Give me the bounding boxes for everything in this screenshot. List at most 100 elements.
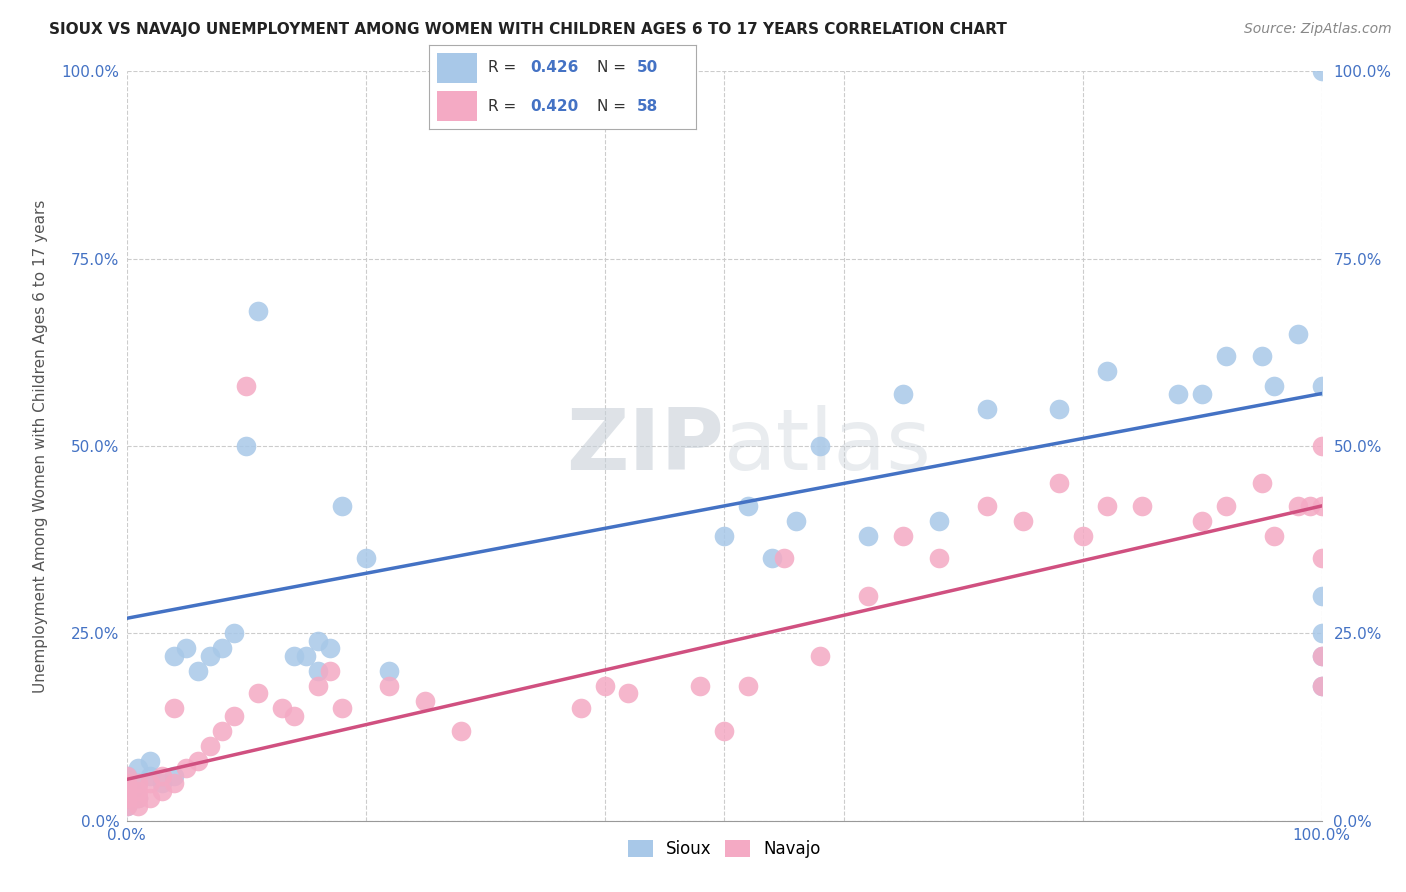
Point (115, 776, 138, 790)
Point (1215, 499, 1237, 513)
Text: 0.420: 0.420 (530, 98, 579, 113)
Point (150, 783, 174, 797)
Text: 0.426: 0.426 (530, 61, 579, 76)
Point (1310, 679, 1333, 693)
Text: R =: R = (488, 61, 520, 76)
Point (115, 769, 138, 783)
Point (1310, 648, 1333, 663)
Text: SIOUX VS NAVAJO UNEMPLOYMENT AMONG WOMEN WITH CHILDREN AGES 6 TO 17 YEARS CORREL: SIOUX VS NAVAJO UNEMPLOYMENT AMONG WOMEN… (49, 22, 1007, 37)
Point (115, 798, 138, 813)
Point (785, 514, 807, 528)
Point (1310, 379, 1333, 393)
Point (856, 529, 879, 543)
Point (222, 708, 246, 723)
Point (150, 769, 174, 783)
Text: ZIP: ZIP (567, 404, 724, 488)
Point (318, 641, 342, 656)
Text: 50: 50 (637, 61, 658, 76)
Point (139, 791, 162, 805)
Point (174, 641, 197, 656)
Point (891, 529, 914, 543)
Point (115, 798, 138, 813)
Y-axis label: Unemployment Among Women with Children Ages 6 to 17 years: Unemployment Among Women with Children A… (32, 199, 48, 693)
Point (413, 694, 436, 708)
Point (163, 648, 186, 663)
Point (808, 648, 831, 663)
Point (1095, 499, 1118, 513)
Point (1310, 499, 1333, 513)
Point (1310, 589, 1333, 603)
Point (1310, 551, 1333, 566)
Point (150, 776, 174, 790)
Point (283, 708, 305, 723)
Legend: Sioux, Navajo: Sioux, Navajo (621, 833, 827, 864)
Point (773, 551, 796, 566)
Point (127, 791, 149, 805)
Point (235, 439, 257, 453)
Point (318, 664, 342, 678)
Point (1286, 326, 1309, 341)
Point (1310, 439, 1333, 453)
Point (127, 798, 149, 813)
Point (1047, 401, 1070, 416)
Point (1250, 476, 1272, 491)
Text: Source: ZipAtlas.com: Source: ZipAtlas.com (1244, 22, 1392, 37)
Point (689, 679, 711, 693)
Point (307, 633, 329, 648)
Point (187, 754, 209, 768)
Point (115, 769, 138, 783)
Point (174, 761, 197, 775)
Point (1310, 626, 1333, 640)
Point (127, 776, 149, 790)
Point (1263, 529, 1285, 543)
Point (450, 723, 472, 738)
Point (235, 379, 257, 393)
Point (354, 551, 377, 566)
Point (856, 589, 879, 603)
Point (1298, 499, 1320, 513)
FancyBboxPatch shape (437, 54, 477, 83)
Point (211, 641, 233, 656)
Point (211, 723, 233, 738)
Text: N =: N = (598, 61, 631, 76)
Point (713, 723, 735, 738)
Point (1250, 349, 1272, 363)
Point (891, 386, 914, 401)
Point (1071, 529, 1094, 543)
Point (127, 761, 149, 775)
Text: 58: 58 (637, 98, 658, 113)
Point (115, 783, 138, 797)
Point (163, 701, 186, 715)
Point (976, 499, 998, 513)
Point (307, 679, 329, 693)
Point (1310, 679, 1333, 693)
Text: R =: R = (488, 98, 520, 113)
Point (1047, 476, 1070, 491)
Point (222, 626, 246, 640)
Text: atlas: atlas (724, 404, 932, 488)
Point (115, 776, 138, 790)
Point (808, 439, 831, 453)
Point (187, 664, 209, 678)
Point (617, 686, 640, 700)
Point (127, 791, 149, 805)
Point (127, 776, 149, 790)
Point (294, 648, 316, 663)
Point (139, 769, 162, 783)
Point (1191, 514, 1213, 528)
Point (593, 679, 616, 693)
Point (330, 499, 353, 513)
Point (761, 551, 783, 566)
Point (976, 401, 998, 416)
Point (1310, 648, 1333, 663)
Point (569, 701, 592, 715)
Point (1095, 364, 1118, 378)
Point (139, 776, 162, 790)
Point (928, 551, 950, 566)
Point (1191, 386, 1213, 401)
Point (737, 679, 759, 693)
Point (200, 648, 222, 663)
Point (200, 739, 222, 753)
Point (270, 701, 294, 715)
Point (1167, 386, 1189, 401)
